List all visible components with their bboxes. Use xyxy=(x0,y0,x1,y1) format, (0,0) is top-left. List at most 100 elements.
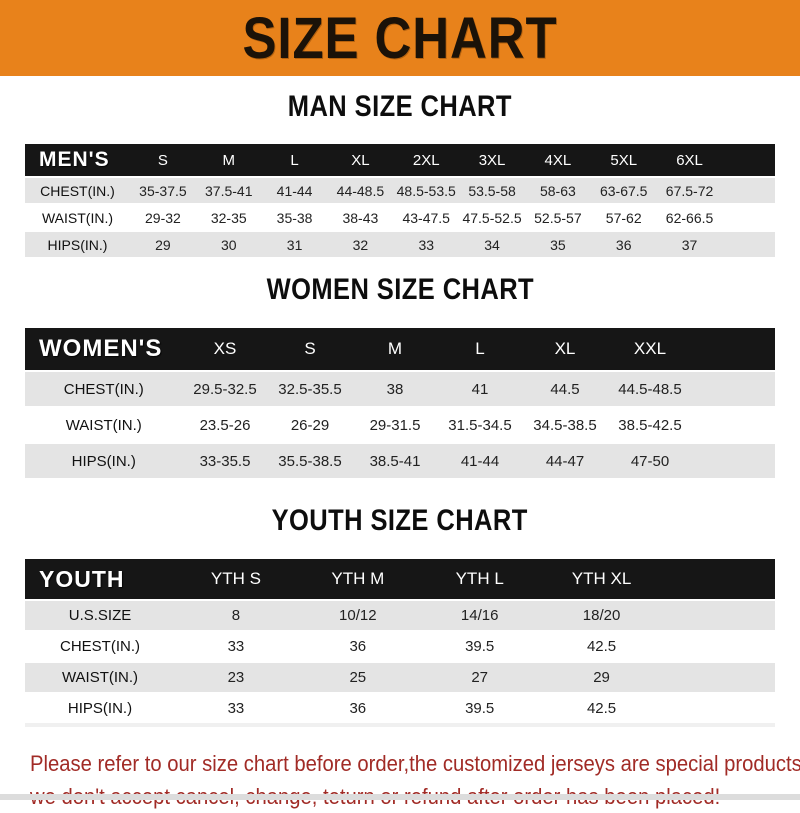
table-header-label: YOUTH xyxy=(39,565,125,592)
column-header: YTH S xyxy=(210,569,261,588)
cell-value: 36 xyxy=(615,236,632,253)
column-header: 6XL xyxy=(676,151,703,169)
table-row: CHEST(IN.) 29.5-32.5 32.5-35.5 38 41 44.5 44.5… xyxy=(25,372,775,406)
size-chart-banner: SIZE CHART xyxy=(0,0,800,76)
row-label: CHEST(IN.) xyxy=(60,638,140,655)
cell-value: 39.5 xyxy=(465,700,495,717)
cell-value: 62-66.5 xyxy=(665,209,714,226)
cell-value: 32 xyxy=(352,236,369,253)
cell-value: 33 xyxy=(227,638,245,655)
cell-value: 29 xyxy=(155,236,171,253)
cell-value: 41-44 xyxy=(276,182,313,199)
column-header: 5XL xyxy=(610,151,638,169)
column-header: S xyxy=(157,151,168,169)
cell-value: 47.5-52.5 xyxy=(462,209,522,226)
cell-value: 37.5-41 xyxy=(205,182,253,199)
cell-value: 29-32 xyxy=(145,209,181,226)
table-row: CHEST(IN.) 33 36 39.5 42.5 xyxy=(25,632,775,661)
cell-value: 27 xyxy=(471,669,489,686)
column-header: XXL xyxy=(633,339,667,358)
cell-value: 42.5 xyxy=(586,700,617,717)
column-header: M xyxy=(387,339,403,358)
cell-value: 33 xyxy=(227,700,245,717)
cell-value: 8 xyxy=(231,607,241,624)
cell-value: 38 xyxy=(386,380,404,398)
cell-value: 44-47 xyxy=(545,452,585,470)
column-header: XL xyxy=(351,151,370,169)
sections: MAN SIZE CHART MEN'S S M L XL 2XL 3XL 4XL 5XL 6XL C… xyxy=(0,90,800,727)
cell-value: 48.5-53.5 xyxy=(396,182,456,199)
row-label: HIPS(IN.) xyxy=(67,700,133,717)
cell-value: 31.5-34.5 xyxy=(448,416,512,434)
section-title: WOMEN SIZE CHART xyxy=(0,273,800,312)
table-header-row: WOMEN'S XS S M L XL XXL xyxy=(25,328,775,370)
row-label: WAIST(IN.) xyxy=(61,669,139,686)
column-header: L xyxy=(290,151,299,169)
cell-value: 42.5 xyxy=(586,638,617,655)
cell-value: 58-63 xyxy=(539,182,576,199)
table-row: WAIST(IN.) 29-32 32-35 35-38 38-43 43-47.5 47.… xyxy=(25,205,775,230)
section-title-text: YOUTH SIZE CHART xyxy=(271,504,529,537)
cell-value: 36 xyxy=(349,700,367,717)
bottom-edge-strip xyxy=(0,794,800,800)
cell-value: 23.5-26 xyxy=(199,416,251,434)
cell-value: 38.5-41 xyxy=(369,452,421,470)
cell-value: 34.5-38.5 xyxy=(533,416,597,434)
cell-value: 25 xyxy=(349,669,367,686)
table-row: WAIST(IN.) 23 25 27 29 xyxy=(25,663,775,692)
cell-value: 30 xyxy=(220,236,237,253)
table-row: HIPS(IN.) 33-35.5 35.5-38.5 38.5-41 41-44 44-… xyxy=(25,444,775,478)
cell-value: 35-38 xyxy=(276,209,313,226)
column-header: YTH XL xyxy=(571,569,632,588)
cell-value: 29.5-32.5 xyxy=(193,380,257,398)
row-label: U.S.SIZE xyxy=(68,607,132,624)
size-table-men: MEN'S S M L XL 2XL 3XL 4XL 5XL 6XL CHEST(IN.) 35-37… xyxy=(25,144,775,257)
row-label: CHEST(IN.) xyxy=(63,380,144,398)
cell-value: 44-48.5 xyxy=(336,182,385,199)
cell-value: 41-44 xyxy=(460,452,500,470)
cell-value: 39.5 xyxy=(465,638,495,655)
column-header: YTH M xyxy=(331,569,385,588)
cell-value: 14/16 xyxy=(460,607,499,624)
cell-value: 33-35.5 xyxy=(199,452,251,470)
cell-value: 41 xyxy=(471,380,489,398)
section-title: YOUTH SIZE CHART xyxy=(0,504,800,543)
column-header: XL xyxy=(554,339,576,358)
cell-value: 35 xyxy=(550,236,566,253)
cell-value: 44.5 xyxy=(550,380,580,398)
cell-value: 32.5-35.5 xyxy=(278,380,342,398)
column-header: XS xyxy=(213,339,237,358)
cell-value: 38-43 xyxy=(342,209,379,226)
cell-value: 23 xyxy=(227,669,245,686)
footer-note: Please refer to our size chart before or… xyxy=(0,747,800,813)
row-label: HIPS(IN.) xyxy=(71,452,136,470)
cell-value: 33 xyxy=(418,236,435,253)
table-header-row: YOUTH YTH S YTH M YTH L YTH XL xyxy=(25,559,775,599)
section-title: MAN SIZE CHART xyxy=(0,90,800,129)
column-header: M xyxy=(222,151,235,169)
banner-title: SIZE CHART xyxy=(242,5,558,71)
cell-value: 10/12 xyxy=(339,607,377,624)
cell-value: 44.5-48.5 xyxy=(618,380,682,398)
table-row: CHEST(IN.) 35-37.5 37.5-41 41-44 44-48.5 48.5… xyxy=(25,178,775,203)
section-men: MAN SIZE CHART MEN'S S M L XL 2XL 3XL 4XL 5XL 6XL C… xyxy=(0,90,800,257)
column-header: 3XL xyxy=(478,151,506,169)
table-row: HIPS(IN.) 33 36 39.5 42.5 xyxy=(25,694,775,723)
table-row: U.S.SIZE 8 10/12 14/16 18/20 xyxy=(25,601,775,630)
cell-value: 32-35 xyxy=(210,209,247,226)
size-table-women: WOMEN'S XS S M L XL XXL CHEST(IN.) 29.5-32.5 32.5… xyxy=(25,328,775,478)
column-header: L xyxy=(475,339,485,358)
table-header-row: MEN'S S M L XL 2XL 3XL 4XL 5XL 6XL xyxy=(25,144,775,176)
table-row: HIPS(IN.) 29 30 31 32 33 34 35 36 37 xyxy=(25,232,775,257)
size-table-youth: YOUTH YTH S YTH M YTH L YTH XL U.S.SIZE 8 10/12… xyxy=(25,559,775,727)
cell-value: 63-67.5 xyxy=(599,182,648,199)
cell-value: 29-31.5 xyxy=(369,416,421,434)
cell-value: 34 xyxy=(484,236,500,253)
column-header: S xyxy=(304,339,316,358)
section-title-text: MAN SIZE CHART xyxy=(287,90,513,123)
cell-value: 26-29 xyxy=(290,416,330,434)
table-row: WAIST(IN.) 23.5-26 26-29 29-31.5 31.5-34.5 34… xyxy=(25,408,775,442)
column-header: 2XL xyxy=(412,151,440,169)
cell-value: 31 xyxy=(286,236,303,253)
cell-value: 57-62 xyxy=(605,209,642,226)
